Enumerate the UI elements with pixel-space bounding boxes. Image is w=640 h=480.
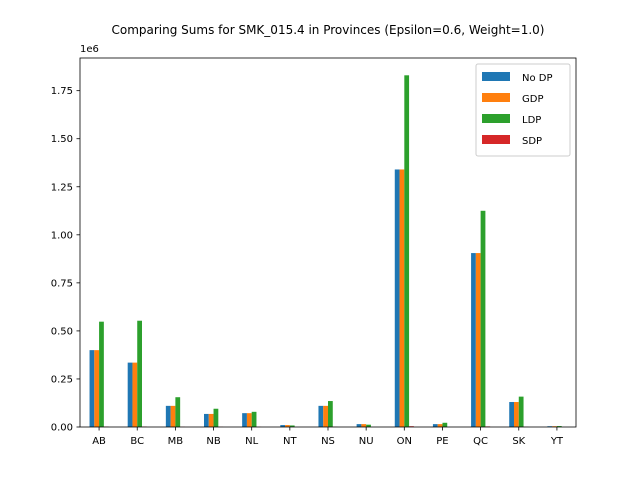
legend-swatch-no-dp: [482, 72, 510, 81]
legend-label-sdp: SDP: [522, 136, 542, 147]
bar-no-dp-nt: [280, 425, 286, 427]
y-tick-label: 0.25: [51, 374, 73, 385]
chart-title: Comparing Sums for SMK_015.4 in Province…: [111, 23, 544, 37]
x-tick-label-nu: NU: [359, 436, 374, 447]
y-tick-label: 1.50: [51, 134, 73, 145]
bar-gdp-mb: [170, 405, 176, 427]
bar-no-dp-ns: [318, 405, 324, 427]
y-tick-label: 0.50: [51, 326, 73, 337]
bar-no-dp-bc: [127, 362, 133, 427]
x-tick-label-sk: SK: [512, 436, 525, 447]
bar-no-dp-mb: [165, 405, 171, 427]
x-tick-label-qc: QC: [473, 436, 488, 447]
bar-gdp-ns: [323, 405, 328, 427]
bar-ldp-mb: [175, 397, 181, 427]
bar-no-dp-nl: [242, 413, 247, 427]
x-tick-label-nb: NB: [206, 436, 220, 447]
bar-ldp-pe: [442, 422, 448, 427]
x-tick-label-nl: NL: [245, 436, 258, 447]
legend-box: [475, 63, 571, 157]
legend-swatch-gdp: [482, 93, 510, 102]
y-tick-label: 1.25: [51, 182, 73, 193]
x-tick-label-on: ON: [397, 436, 412, 447]
bar-ldp-nb: [213, 408, 219, 427]
bar-ldp-nt: [289, 425, 295, 427]
y-tick-label: 0.75: [51, 278, 73, 289]
bar-ldp-ns: [328, 401, 333, 427]
x-tick-label-nt: NT: [283, 436, 297, 447]
bar-gdp-pe: [437, 424, 443, 427]
bar-no-dp-qc: [471, 253, 476, 427]
legend-label-ldp: LDP: [522, 115, 541, 126]
y-tick-label: 0.00: [51, 423, 73, 434]
bar-gdp-sk: [514, 402, 519, 427]
x-tick-label-ab: AB: [92, 436, 106, 447]
legend-swatch-ldp: [482, 114, 510, 123]
x-tick-label-yt: YT: [550, 436, 564, 447]
bar-gdp-nt: [285, 425, 290, 427]
y-tick-label: 1.00: [51, 230, 73, 241]
bar-no-dp-pe: [432, 424, 438, 427]
x-tick-label-pe: PE: [436, 436, 448, 447]
bar-ldp-yt: [556, 426, 562, 427]
legend-label-no-dp: No DP: [522, 73, 553, 84]
bar-gdp-nl: [246, 413, 252, 427]
x-tick-label-mb: MB: [168, 436, 184, 447]
legend-label-gdp: GDP: [522, 94, 543, 105]
bar-ldp-on: [404, 75, 410, 428]
bar-gdp-qc: [475, 253, 481, 427]
bar-ldp-ab: [99, 321, 104, 427]
y-axis-scale-label: 1e6: [80, 44, 99, 55]
bar-gdp-on: [399, 169, 405, 427]
bar-no-dp-nu: [356, 424, 362, 427]
legend-swatch-sdp: [482, 135, 510, 144]
bar-ldp-qc: [480, 210, 486, 427]
bar-ldp-bc: [137, 320, 142, 427]
bar-no-dp-on: [394, 169, 400, 427]
plot-area: 0.00 0.25 0.50 0.75 1.00 1.25 1.50 1.75 AB BC MB NB…: [51, 57, 577, 447]
bar-ldp-sk: [518, 396, 524, 427]
x-tick-label-ns: NS: [321, 436, 335, 447]
bar-no-dp-ab: [89, 350, 95, 428]
x-tick-label-bc: BC: [130, 436, 144, 447]
bar-gdp-nb: [208, 413, 214, 427]
bar-gdp-nu: [361, 424, 367, 427]
bar-gdp-bc: [132, 362, 138, 427]
y-tick-label: 1.75: [51, 86, 73, 97]
bar-no-dp-sk: [509, 402, 514, 427]
bar-ldp-nl: [251, 411, 257, 427]
legend: No DP GDP LDP SDP: [475, 63, 571, 157]
bar-gdp-ab: [94, 350, 100, 428]
bar-no-dp-nb: [204, 413, 209, 427]
bar-ldp-nu: [366, 424, 371, 427]
